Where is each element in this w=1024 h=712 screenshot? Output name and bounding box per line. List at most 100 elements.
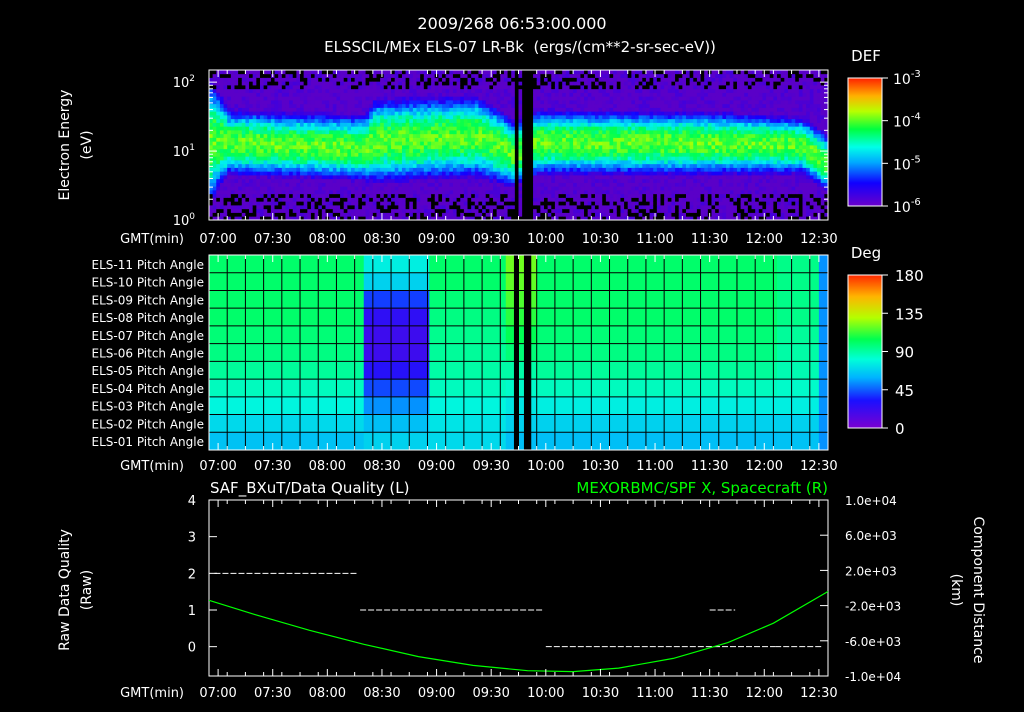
spectrogram-cell [504,126,508,130]
spectrogram-cell [384,209,388,213]
spectrogram-cell [610,171,614,175]
spectrogram-cell [380,160,384,164]
spectrogram-cell [562,138,566,142]
spectrogram-cell [573,198,577,202]
spectrogram-cell [599,190,603,194]
spectrogram-cell [591,205,595,209]
spectrogram-cell [402,134,406,138]
spectrogram-cell [551,179,555,183]
spectrogram-cell [322,209,326,213]
spectrogram-cell [253,145,257,149]
spectrogram-cell [355,81,359,85]
spectrogram-cell [577,201,581,205]
spectrogram-cell [398,89,402,93]
spectrogram-cell [569,194,573,198]
spectrogram-cell [460,179,464,183]
spectrogram-cell [661,190,665,194]
spectrogram-cell [562,186,566,190]
spectrogram-cell [318,130,322,134]
spectrogram-cell [311,119,315,123]
spectrogram-cell [555,168,559,172]
spectrogram-cell [304,164,308,168]
spectrogram-cell [442,74,446,78]
spectrogram-cell [606,190,610,194]
spectrogram-cell [296,205,300,209]
spectrogram-cell [329,85,333,89]
spectrogram-cell [559,123,563,127]
spectrogram-cell [591,89,595,93]
spectrogram-cell [588,156,592,160]
spectrogram-cell [584,138,588,142]
spectrogram-cell [489,186,493,190]
spectrogram-cell [635,93,639,97]
spectrogram-cell [555,186,559,190]
spectrogram-cell [657,111,661,115]
spectrogram-cell [315,153,319,157]
spectrogram-cell [671,156,675,160]
spectrogram-cell [602,141,606,145]
spectrogram-cell [289,171,293,175]
spectrogram-cell [293,209,297,213]
spectrogram-cell [511,209,515,213]
spectrogram-cell [664,93,668,97]
spectrogram-cell [540,126,544,130]
spectrogram-cell [264,96,268,100]
spectrogram-cell [613,209,617,213]
spectrogram-cell [533,78,537,82]
spectrogram-cell [351,123,355,127]
spectrogram-cell [391,119,395,123]
spectrogram-cell [406,89,410,93]
spectrogram-cell [540,194,544,198]
spectrogram-cell [555,198,559,202]
spectrogram-cell [453,198,457,202]
spectrogram-cell [639,194,643,198]
spectrogram-cell [438,149,442,153]
spectrogram-cell [231,213,235,217]
spectrogram-cell [595,175,599,179]
spectrogram-cell [650,209,654,213]
spectrogram-cell [519,81,523,85]
spectrogram-cell [213,93,217,97]
spectrogram-cell [285,153,289,157]
spectrogram-cell [373,190,377,194]
spectrogram-cell [671,168,675,172]
spectrogram-cell [391,168,395,172]
spectrogram-cell [417,89,421,93]
spectrogram-cell [304,179,308,183]
spectrogram-cell [511,111,515,115]
spectrogram-cell [398,190,402,194]
spectrogram-cell [613,156,617,160]
spectrogram-cell [533,74,537,78]
spectrogram-cell [635,74,639,78]
spectrogram-cell [315,186,319,190]
spectrogram-cell [304,186,308,190]
spectrogram-cell [449,205,453,209]
spectrogram-cell [504,119,508,123]
spectrogram-cell [431,115,435,119]
spectrogram-cell [489,93,493,97]
spectrogram-cell [329,168,333,172]
spectrogram-cell [653,104,657,108]
spectrogram-cell [486,164,490,168]
spectrogram-cell [650,119,654,123]
spectrogram-cell [245,149,249,153]
spectrogram-cell [344,156,348,160]
spectrogram-cell [464,108,468,112]
spectrogram-cell [661,153,665,157]
spectrogram-cell [573,213,577,217]
spectrogram-cell [231,100,235,104]
spectrogram-cell [624,96,628,100]
spectrogram-cell [275,111,279,115]
spectrogram-cell [580,89,584,93]
spectrogram-cell [624,153,628,157]
spectrogram-cell [355,100,359,104]
spectrogram-cell [500,168,504,172]
spectrogram-cell [519,145,523,149]
spectrogram-cell [395,160,399,164]
spectrogram-cell [482,74,486,78]
spectrogram-cell [646,156,650,160]
spectrogram-cell [642,175,646,179]
spectrogram-cell [569,85,573,89]
spectrogram-cell [497,201,501,205]
spectrogram-cell [551,183,555,187]
